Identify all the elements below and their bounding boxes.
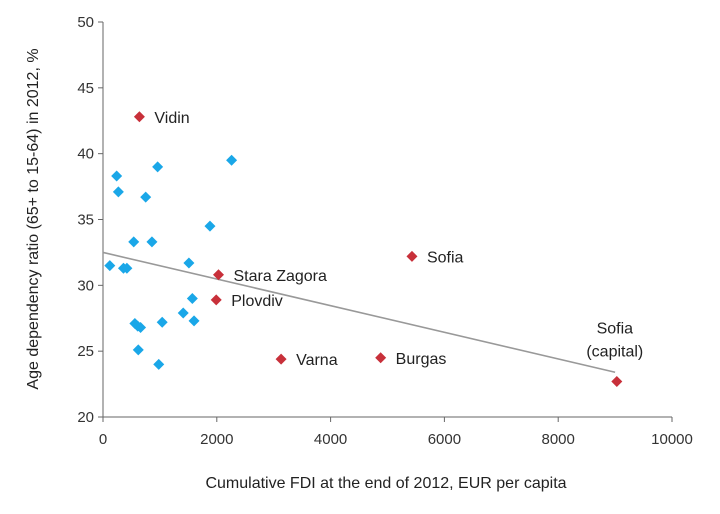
x-tick-label: 4000: [314, 431, 347, 448]
data-point: [140, 191, 152, 203]
trendline-segment: [102, 251, 616, 374]
data-point: [188, 315, 200, 327]
axes: 20 25 30 35 40 45 50 0 2000 4000 6000 8000 10000: [77, 14, 693, 448]
x-tick-label: 6000: [428, 431, 461, 448]
highlighted-point: [133, 111, 145, 123]
point-label: Vidin: [154, 110, 189, 127]
highlighted-point: [210, 294, 222, 306]
x-tick-label: 0: [99, 431, 107, 448]
x-tick-label: 10000: [651, 431, 693, 448]
data-points: [104, 111, 623, 387]
x-tick-label: 2000: [200, 431, 233, 448]
x-tick-label: 8000: [542, 431, 575, 448]
data-point: [132, 344, 144, 356]
data-point: [153, 358, 165, 370]
data-point: [183, 257, 195, 269]
highlighted-point: [611, 375, 623, 387]
y-tick-label: 35: [77, 212, 94, 229]
data-point: [226, 154, 238, 166]
highlighted-point: [275, 353, 287, 365]
point-labels: Vidin Stara Zagora Plovdiv Varna Burgas Sofia…: [154, 110, 643, 369]
data-point: [186, 293, 198, 304]
data-point: [146, 236, 158, 248]
point-label: Burgas: [396, 351, 447, 368]
data-point: [112, 186, 124, 198]
y-tick-label: 25: [77, 343, 94, 360]
point-label: Sofia: [427, 249, 464, 266]
x-axis-title: Cumulative FDI at the end of 2012, EUR p…: [205, 475, 566, 492]
data-point: [111, 170, 123, 182]
highlighted-point: [375, 352, 387, 364]
y-tick-label: 45: [77, 80, 94, 97]
data-point: [156, 316, 168, 328]
data-point: [128, 236, 140, 248]
data-point: [152, 161, 164, 173]
data-point: [104, 260, 116, 272]
point-label: Varna: [296, 352, 338, 369]
y-tick-label: 20: [77, 409, 94, 426]
data-point: [177, 307, 189, 319]
data-point: [135, 321, 147, 333]
y-tick-label: 50: [77, 14, 94, 31]
y-axis-title: Age dependency ratio (65+ to 15-64) in 2…: [25, 48, 42, 389]
highlighted-point: [213, 269, 225, 281]
point-label: Plovdiv: [231, 293, 283, 310]
data-point: [121, 262, 133, 274]
highlighted-point: [406, 250, 418, 262]
point-label: (capital): [586, 343, 643, 360]
point-label: Stara Zagora: [234, 268, 327, 285]
y-tick-label: 30: [77, 277, 94, 294]
point-label: Sofia: [597, 320, 634, 337]
trendline: [102, 251, 616, 374]
y-tick-label: 40: [77, 146, 94, 163]
data-point: [204, 220, 216, 232]
